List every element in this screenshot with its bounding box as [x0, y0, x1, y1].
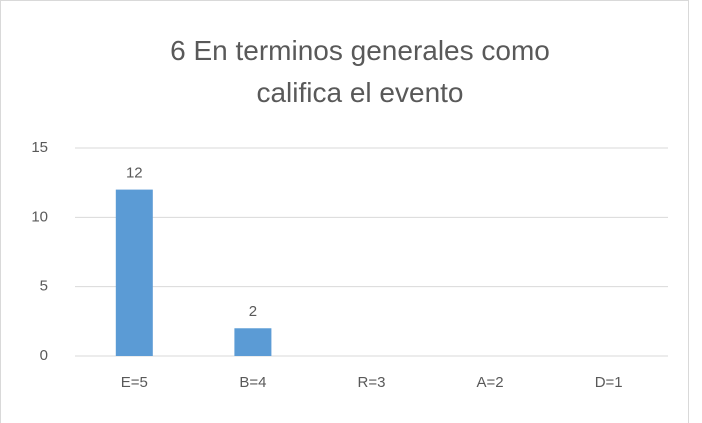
x-tick-label: D=1 [595, 374, 623, 391]
x-tick-label: A=2 [477, 374, 504, 391]
x-tick-label: B=4 [239, 374, 266, 391]
y-tick-label: 10 [31, 208, 48, 225]
y-tick-label: 0 [40, 347, 48, 364]
bar [115, 189, 153, 356]
bar [234, 328, 272, 356]
y-tick-label: 15 [31, 139, 48, 156]
y-tick-label: 5 [40, 278, 48, 295]
x-tick-label: R=3 [358, 374, 386, 391]
data-label: 12 [126, 165, 143, 182]
x-tick-label: E=5 [121, 374, 148, 391]
data-label: 2 [249, 303, 257, 320]
chart-title: 6 En terminos generales como califica el… [170, 35, 550, 108]
